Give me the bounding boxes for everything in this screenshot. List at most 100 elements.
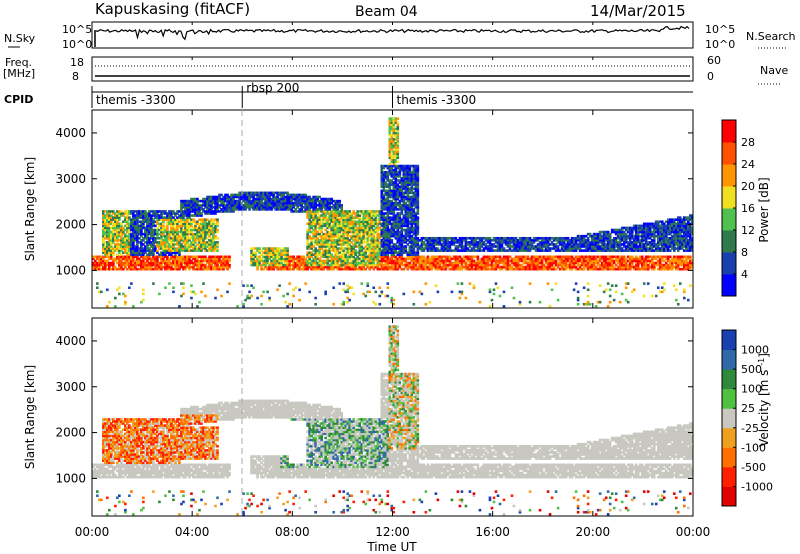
power-cell bbox=[308, 255, 311, 259]
power-cell bbox=[388, 222, 392, 226]
power-cell bbox=[294, 193, 297, 197]
power-cell bbox=[376, 249, 380, 252]
power-cell bbox=[320, 230, 323, 234]
power-cell bbox=[238, 199, 241, 203]
power-cell bbox=[328, 230, 331, 234]
power-cell bbox=[136, 220, 139, 224]
power-cell bbox=[404, 177, 408, 180]
power-cell bbox=[190, 230, 193, 234]
power-cell bbox=[284, 263, 287, 267]
power-cell bbox=[250, 203, 253, 207]
power-cell bbox=[406, 193, 410, 197]
power-cell bbox=[314, 296, 317, 300]
power-cell bbox=[382, 216, 386, 219]
power-cell bbox=[378, 302, 382, 306]
power-cell bbox=[208, 232, 211, 236]
power-cell bbox=[392, 249, 396, 252]
power-cell bbox=[304, 210, 307, 213]
power-cell bbox=[176, 267, 179, 271]
power-cell bbox=[146, 220, 149, 224]
power-cell bbox=[314, 195, 317, 199]
power-cell bbox=[322, 203, 325, 207]
power-cell bbox=[210, 212, 213, 215]
power-cell bbox=[314, 201, 317, 205]
power-cell bbox=[160, 245, 163, 248]
power-cell bbox=[486, 245, 490, 248]
power-cell bbox=[416, 243, 420, 246]
power-cell bbox=[352, 212, 356, 215]
power-cell bbox=[364, 212, 368, 215]
power-cell bbox=[252, 253, 255, 257]
power-cell bbox=[150, 220, 153, 224]
power-cell bbox=[102, 257, 105, 261]
power-cell bbox=[360, 230, 364, 234]
power-cell bbox=[286, 201, 289, 205]
power-cell bbox=[332, 220, 336, 224]
power-cell bbox=[156, 218, 159, 221]
power-cell bbox=[474, 239, 478, 242]
power-cell bbox=[136, 259, 139, 263]
power-cell bbox=[132, 214, 135, 217]
power-cell bbox=[384, 234, 388, 238]
power-cell bbox=[502, 259, 506, 263]
power-cell bbox=[154, 214, 157, 217]
power-cell bbox=[274, 208, 277, 211]
power-cell bbox=[270, 191, 273, 195]
power-cell bbox=[126, 267, 129, 271]
power-cell bbox=[138, 230, 141, 234]
power-cell bbox=[234, 193, 237, 197]
power-cell bbox=[188, 210, 191, 213]
power-cell bbox=[394, 117, 398, 120]
power-cell bbox=[426, 261, 430, 265]
power-cell bbox=[402, 214, 406, 217]
power-cell bbox=[386, 282, 390, 285]
power-cell bbox=[312, 259, 315, 263]
power-cell bbox=[260, 253, 263, 257]
power-cell bbox=[476, 255, 480, 259]
power-cell bbox=[332, 267, 336, 271]
power-cell bbox=[396, 232, 400, 236]
power-cell bbox=[252, 251, 255, 254]
power-cell bbox=[416, 173, 420, 176]
power-cell bbox=[248, 197, 251, 201]
power-cell bbox=[254, 255, 257, 259]
power-cell bbox=[328, 259, 331, 263]
power-cell bbox=[128, 210, 131, 213]
power-cell bbox=[198, 234, 201, 238]
power-cell bbox=[340, 245, 344, 248]
power-cell bbox=[384, 255, 388, 259]
power-cell bbox=[194, 236, 197, 240]
power-cell bbox=[102, 245, 105, 248]
power-cell bbox=[340, 302, 344, 306]
power-cell bbox=[418, 261, 422, 265]
power-cell bbox=[200, 267, 203, 271]
power-cell bbox=[396, 121, 400, 125]
power-cell bbox=[102, 226, 105, 230]
power-cell bbox=[286, 247, 289, 250]
power-cell bbox=[410, 249, 414, 252]
power-cell bbox=[462, 265, 466, 269]
power-cell bbox=[132, 210, 135, 213]
power-cell bbox=[380, 173, 384, 176]
power-cell bbox=[414, 175, 418, 178]
power-cell bbox=[314, 255, 317, 259]
power-cell bbox=[478, 300, 482, 304]
power-cell bbox=[374, 263, 378, 267]
power-cell bbox=[216, 220, 219, 224]
power-cell bbox=[286, 265, 289, 269]
power-cell bbox=[110, 222, 113, 226]
power-cell bbox=[396, 175, 400, 178]
power-cell bbox=[154, 212, 157, 215]
power-cell bbox=[272, 197, 275, 201]
power-cell bbox=[158, 214, 161, 217]
power-cell bbox=[396, 212, 400, 215]
power-cell bbox=[452, 261, 456, 265]
power-cell bbox=[360, 226, 364, 230]
power-cell bbox=[254, 261, 257, 265]
power-cell bbox=[308, 220, 311, 224]
power-cell bbox=[502, 249, 506, 252]
power-cell bbox=[376, 257, 380, 261]
power-cell bbox=[146, 259, 149, 263]
power-cell bbox=[398, 234, 402, 238]
power-cell bbox=[390, 212, 394, 215]
